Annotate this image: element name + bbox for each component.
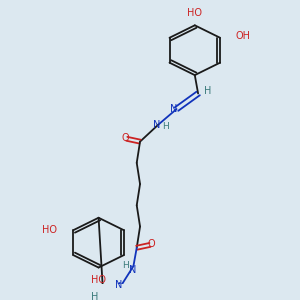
- Text: N: N: [115, 280, 122, 290]
- Text: HO: HO: [187, 8, 202, 18]
- Text: N: N: [153, 120, 160, 130]
- Text: H: H: [91, 292, 98, 300]
- Text: H: H: [122, 261, 128, 270]
- Text: OH: OH: [235, 32, 250, 41]
- Text: N: N: [129, 265, 136, 275]
- Text: H: H: [204, 86, 212, 96]
- Text: HO: HO: [91, 275, 106, 285]
- Text: HO: HO: [42, 225, 57, 235]
- Text: H: H: [162, 122, 169, 131]
- Text: O: O: [121, 133, 129, 143]
- Text: O: O: [148, 239, 155, 249]
- Text: N: N: [169, 104, 177, 114]
